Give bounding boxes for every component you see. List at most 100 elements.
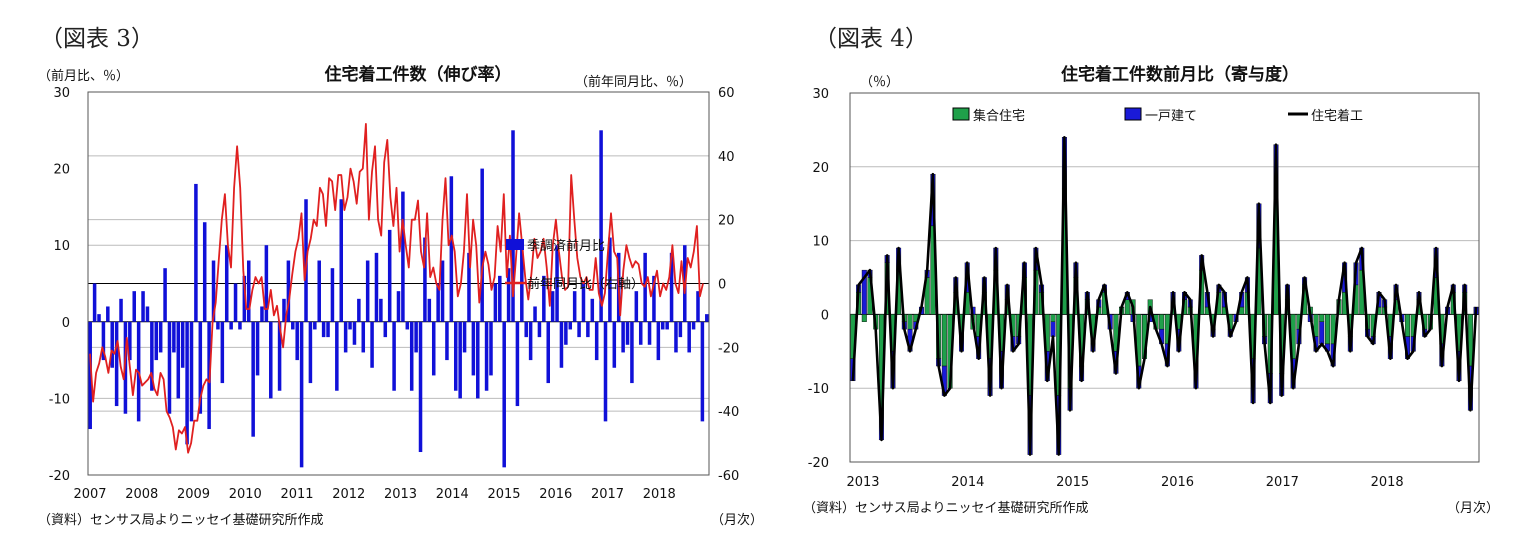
left-x-tick-label: 2013 [384, 487, 417, 502]
left-bar [489, 321, 493, 376]
left-bar [678, 321, 683, 338]
left-bars [88, 130, 709, 468]
left-x-tick-label: 2014 [436, 487, 469, 502]
left-bar [427, 298, 432, 322]
left-x-tick-label: 2018 [643, 487, 676, 502]
left-bar [423, 237, 427, 322]
left-bar [462, 321, 467, 353]
left-bar [577, 321, 581, 338]
left-x-tick-label: 2008 [125, 487, 158, 502]
left-bar [339, 199, 344, 322]
right-y-tick-label: 40 [718, 150, 735, 165]
left-bar [511, 130, 515, 322]
left-bar [246, 260, 251, 322]
right-chart-title: 住宅着工件数前月比（寄与度） [1061, 64, 1299, 85]
left-bar [150, 321, 154, 391]
legend-label-total: 住宅着工 [1311, 108, 1363, 124]
left-bar [533, 306, 537, 322]
right-chart-y-tick-label: -10 [808, 382, 829, 397]
legend-label-single: 一戸建て [1145, 109, 1197, 124]
left-bar [220, 321, 225, 384]
right-chart-y-tick-label: -20 [808, 456, 829, 471]
left-bar [555, 245, 559, 322]
left-bar [700, 321, 705, 422]
left-bar [559, 321, 564, 368]
right-y-unit: （％） [860, 75, 899, 90]
left-bar [106, 306, 110, 322]
left-bar [528, 321, 533, 361]
left-bar [251, 321, 255, 437]
left-bar [630, 321, 634, 384]
right-source-note: （資料）センサス局よりニッセイ基礎研究所作成 [803, 501, 1088, 516]
left-bar [242, 275, 247, 322]
left-bar [299, 321, 304, 468]
left-bar [594, 321, 599, 361]
left-bar [590, 298, 595, 322]
right-y-tick-label: 60 [718, 86, 735, 101]
right-y-tick-label: -20 [718, 341, 739, 356]
legend-label-multi: 集合住宅 [973, 108, 1025, 124]
left-y-tick-label: -10 [49, 392, 70, 407]
left-bar [110, 321, 114, 368]
legend-swatch-multi [952, 107, 970, 121]
legend-swatch-bar [506, 239, 524, 250]
left-bar [141, 291, 145, 322]
right-bar-multi [1324, 314, 1330, 345]
left-bar [286, 260, 291, 322]
left-bar [396, 291, 401, 322]
right-y-ticks: 60 40 20 0 -20 -40 -60 [718, 86, 739, 484]
left-bar [515, 321, 520, 407]
left-y-ticks: 30 20 10 0 -10 -20 [49, 86, 70, 484]
left-bar [185, 321, 189, 445]
left-bar [660, 321, 665, 330]
right-chart: （図表 4） 住宅着工件数前月比（寄与度） （％） 3020100-10-20 … [803, 26, 1499, 516]
left-bar [405, 321, 410, 330]
left-bar [348, 321, 352, 330]
left-bar [88, 321, 92, 430]
right-bar-single [1319, 321, 1325, 345]
left-bar [282, 298, 286, 322]
left-bar [687, 321, 691, 353]
left-bar [176, 321, 181, 399]
left-yoy-line [89, 123, 704, 454]
left-bar [383, 321, 388, 338]
left-bar [546, 321, 551, 384]
left-bar [216, 321, 220, 330]
right-bar-single [861, 269, 867, 315]
left-bar [158, 321, 163, 353]
left-bar [224, 245, 229, 322]
right-chart-x-tick-label: 2014 [951, 475, 984, 490]
left-bar [392, 321, 396, 391]
left-x-tick-label: 2007 [73, 487, 106, 502]
left-bar [498, 275, 502, 322]
left-bar [564, 321, 568, 345]
left-x-ticks: 2007 2008 2009 2010 2011 2012 2013 2014 2015 2016… [73, 487, 675, 502]
left-bar [211, 260, 216, 322]
right-y-tick-label: -60 [718, 469, 739, 484]
left-y-tick-label: 20 [53, 163, 70, 178]
left-bar [414, 321, 418, 353]
right-y-tick-label: 0 [718, 278, 726, 293]
left-bar [431, 321, 436, 376]
left-x-tick-label: 2017 [591, 487, 624, 502]
left-bar [295, 321, 299, 361]
left-y-tick-label: 0 [62, 316, 70, 331]
left-bar [612, 321, 617, 368]
legend-label-bar: 季調済前月比 [527, 238, 605, 254]
left-source-note: （資料）センサス局よりニッセイ基礎研究所作成 [38, 513, 323, 528]
left-bar [92, 283, 97, 322]
left-bar [476, 321, 480, 399]
left-bar [696, 291, 700, 322]
left-bar [119, 298, 123, 322]
left-bar [674, 321, 678, 353]
left-bar [656, 321, 661, 361]
left-bar [233, 283, 238, 322]
right-bar-multi [1050, 314, 1056, 322]
left-bar [445, 321, 449, 361]
left-bar [269, 321, 273, 399]
left-y-tick-label: 30 [53, 86, 70, 101]
right-bar-multi [1124, 299, 1130, 315]
right-bar-multi [907, 314, 913, 330]
right-bar-multi [1405, 314, 1411, 337]
